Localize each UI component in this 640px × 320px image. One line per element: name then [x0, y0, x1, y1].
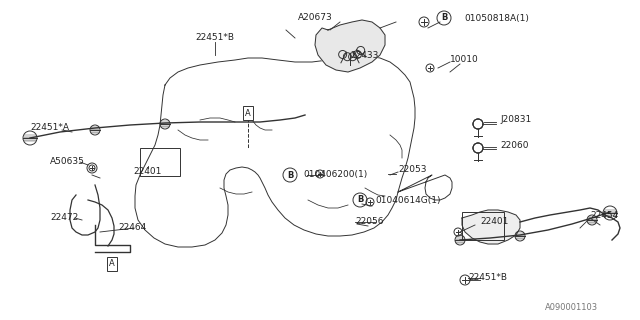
Text: B: B [357, 196, 363, 204]
Text: 010406200(1): 010406200(1) [303, 171, 367, 180]
Text: B: B [441, 13, 447, 22]
Text: 22472: 22472 [50, 213, 78, 222]
Text: B: B [287, 171, 293, 180]
Text: A090001103: A090001103 [545, 302, 598, 311]
Text: 22451*A: 22451*A [30, 124, 69, 132]
Text: 22060: 22060 [500, 140, 529, 149]
Text: 22451*B: 22451*B [468, 274, 507, 283]
Text: 22433: 22433 [350, 51, 378, 60]
Text: 22401: 22401 [480, 218, 508, 227]
Text: 22451*B: 22451*B [195, 34, 234, 43]
Text: 22464: 22464 [118, 223, 147, 233]
Polygon shape [462, 210, 520, 244]
Text: J20831: J20831 [500, 116, 531, 124]
Text: 01050818A(1): 01050818A(1) [464, 13, 529, 22]
Text: 22056: 22056 [355, 218, 383, 227]
Text: A20673: A20673 [298, 13, 333, 22]
Text: 22401: 22401 [134, 167, 162, 177]
Text: 22454: 22454 [590, 211, 618, 220]
Text: A: A [109, 260, 115, 268]
Text: 01040614G(1): 01040614G(1) [375, 196, 440, 204]
Text: 22053: 22053 [398, 165, 426, 174]
Polygon shape [315, 20, 385, 72]
Text: A: A [245, 108, 251, 117]
Text: A50635: A50635 [50, 157, 85, 166]
Text: 10010: 10010 [450, 55, 479, 65]
